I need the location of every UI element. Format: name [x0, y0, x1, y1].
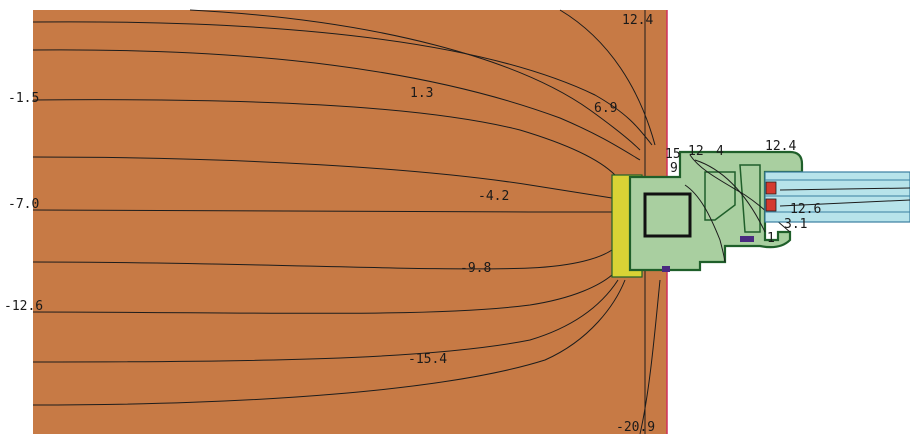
isotherm-label: 4: [716, 144, 724, 159]
inner-chamber: [704, 171, 736, 221]
frame-isotherm: [694, 159, 766, 233]
isotherm-line: [639, 279, 661, 434]
glazing-unit: [764, 171, 910, 223]
isotherm-line: [32, 274, 613, 314]
isotherm-lines: [32, 9, 661, 434]
reinforcement-chamber: [643, 192, 692, 238]
isotherm-label: 12.4: [622, 13, 653, 28]
inner-chamber: [739, 164, 761, 233]
frame-isotherm: [684, 184, 726, 263]
isotherm-line: [32, 209, 612, 213]
isotherm-line: [32, 49, 641, 161]
glazing-isotherm: [779, 199, 910, 207]
isotherm-label: 12: [688, 144, 704, 159]
isotherm-label: -7.0: [8, 197, 39, 212]
isotherm-line: [189, 9, 641, 151]
isotherm-line: [32, 156, 613, 199]
isotherm-line: [32, 279, 626, 406]
window-frame-profile: [628, 150, 804, 272]
isotherm-label: 6.9: [594, 101, 617, 116]
isotherm-label: -1.5: [8, 91, 39, 106]
isotherm-labels: 12.4 -1.5 1.3 6.9 15 9 12 4 12.4 -7.0 -4…: [4, 13, 821, 434]
wall-section: [33, 10, 667, 434]
edge-seal: [765, 181, 777, 195]
isotherm-label: -9.8: [460, 261, 491, 276]
purple-gasket: [662, 266, 670, 272]
isotherm-label: 1: [767, 231, 775, 246]
isotherm-label: 9: [670, 161, 678, 176]
isotherm-line: [32, 279, 619, 363]
isotherm-label: -12.6: [4, 299, 43, 314]
isotherm-label: 1.3: [410, 86, 433, 101]
frame-body: [628, 150, 804, 272]
isotherm-line: [32, 99, 616, 176]
isotherm-label: -20.9: [616, 420, 655, 434]
isotherm-label: 3.1: [784, 217, 807, 232]
isotherm-label: -4.2: [478, 189, 509, 204]
isotherm-label: 12.6: [790, 202, 821, 217]
purple-gasket: [740, 236, 754, 242]
isotherm-label: 15: [665, 147, 681, 162]
edge-seal: [765, 198, 777, 212]
isotherm-label: 12.4: [765, 139, 796, 154]
isotherm-label: -15.4: [408, 352, 447, 367]
isotherm-line: [32, 249, 613, 270]
isotherm-line: [559, 9, 656, 146]
glazing-isotherm: [779, 187, 910, 191]
